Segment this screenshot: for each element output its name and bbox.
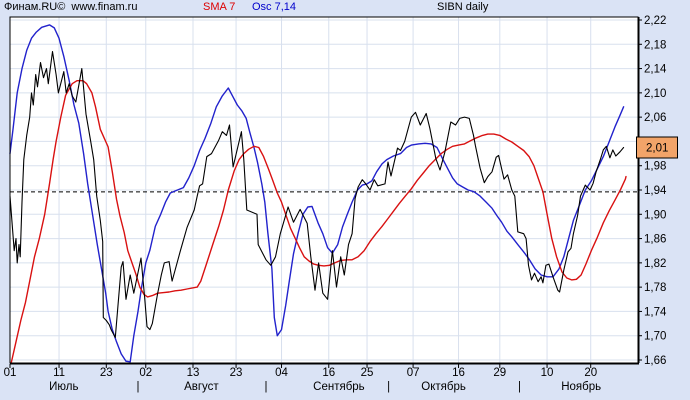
last-price-label: 2,01 — [646, 143, 668, 155]
y-axis-label: 1,98 — [644, 161, 666, 173]
x-axis-date-label: 16 — [322, 367, 335, 379]
y-axis-label: 1,94 — [644, 185, 667, 197]
y-axis-label: 2,18 — [644, 39, 666, 51]
legend-osc-label: Osc 7,14 — [252, 1, 297, 13]
y-axis-label: 1,66 — [644, 355, 666, 367]
x-axis-month-label: Август — [184, 381, 219, 393]
y-axis-label: 1,82 — [644, 258, 666, 270]
y-axis-label: 1,90 — [644, 209, 666, 221]
x-axis-date-label: 07 — [407, 367, 420, 379]
y-axis-label: 2,06 — [644, 112, 666, 124]
x-axis-date-label: 20 — [584, 367, 597, 379]
x-axis-date-label: 29 — [493, 367, 506, 379]
month-separator: | — [136, 381, 139, 393]
x-axis-date-label: 16 — [452, 367, 465, 379]
x-axis-date-label: 04 — [275, 367, 288, 379]
y-axis-label: 2,14 — [644, 64, 667, 76]
chart-title: SIBN daily — [437, 1, 489, 13]
brand-text: Финам.RU© www.finam.ru — [4, 1, 138, 13]
x-axis-date-label: 25 — [361, 367, 374, 379]
x-axis-date-label: 23 — [230, 367, 243, 379]
x-axis-month-label: Сентябрь — [313, 381, 365, 393]
x-axis-date-label: 23 — [100, 367, 113, 379]
y-axis-label: 1,78 — [644, 282, 666, 294]
y-axis-label: 1,70 — [644, 331, 666, 343]
series-sibn-close — [9, 51, 625, 339]
x-axis-date-label: 13 — [187, 367, 200, 379]
y-axis-label: 1,74 — [644, 306, 667, 318]
month-separator: | — [264, 381, 267, 393]
legend-sma-label: SMA 7 — [203, 1, 236, 13]
y-axis-label: 1,86 — [644, 234, 666, 246]
x-axis-month-label: Октябрь — [421, 381, 466, 393]
x-axis-date-label: 02 — [139, 367, 152, 379]
x-axis-date-label: 11 — [53, 367, 65, 379]
y-axis-label: 2,10 — [644, 88, 666, 100]
series-sma-7 — [10, 79, 627, 364]
x-axis-date-label: 01 — [4, 367, 17, 379]
y-axis-label: 2,22 — [644, 15, 666, 27]
x-axis-month-label: Июль — [49, 381, 78, 393]
last-price-marker — [636, 136, 678, 159]
month-separator: | — [518, 381, 521, 393]
x-axis-month-label: Ноябрь — [561, 381, 601, 393]
x-axis-date-label: 10 — [541, 367, 554, 379]
month-separator: | — [387, 381, 390, 393]
series-osc-7-14 — [9, 24, 625, 363]
